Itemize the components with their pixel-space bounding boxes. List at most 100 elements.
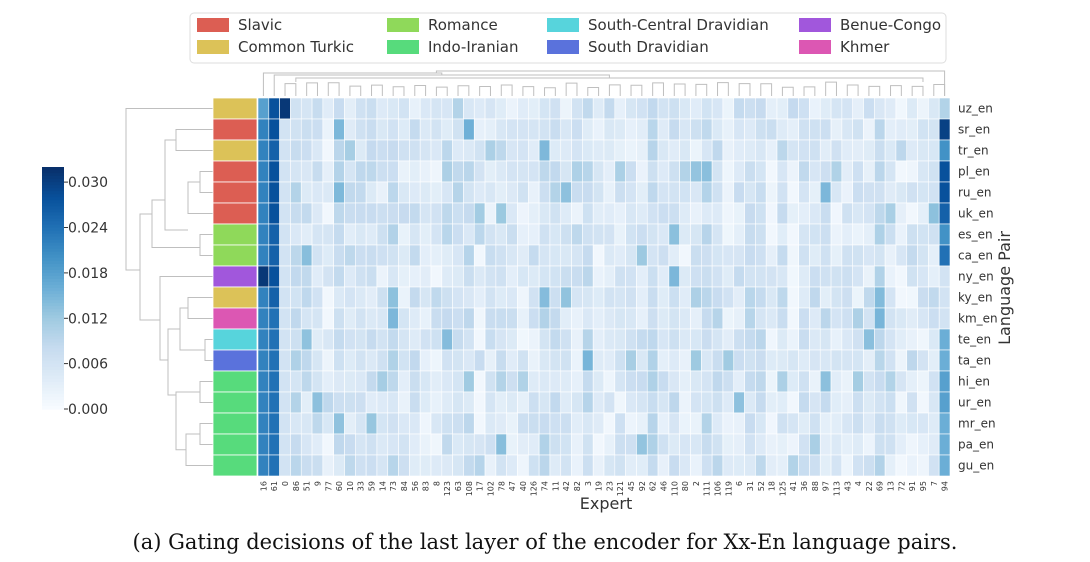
heatmap-cell: [917, 265, 929, 288]
heatmap-cell: [279, 286, 291, 309]
heatmap-cell: [528, 160, 540, 183]
heatmap-cell: [625, 118, 637, 141]
heatmap-cell: [560, 454, 572, 477]
heatmap-cell: [928, 391, 940, 414]
heatmap-cell: [928, 307, 940, 330]
heatmap-cell: [928, 244, 940, 267]
heatmap-cell: [430, 412, 443, 435]
family-cell: [212, 265, 258, 288]
heatmap-cell: [646, 265, 659, 288]
column-dendrogram-link: [435, 86, 448, 96]
heatmap-cell: [592, 391, 605, 414]
heatmap-cell: [895, 265, 908, 288]
heatmap-cell: [690, 139, 702, 162]
heatmap-cell: [549, 307, 562, 330]
heatmap-cell: [560, 433, 572, 456]
heatmap-cell: [506, 286, 518, 309]
heatmap-cell: [895, 97, 908, 120]
heatmap-cell: [928, 118, 940, 141]
heatmap-cell: [722, 97, 735, 120]
heatmap-cell: [722, 202, 735, 225]
heatmap-cell: [582, 349, 594, 372]
heatmap-cell: [463, 454, 475, 477]
heatmap-cell: [841, 412, 853, 435]
heatmap-cell: [690, 160, 702, 183]
heatmap-cell: [722, 307, 735, 330]
column-dendrogram: [262, 70, 946, 96]
heatmap-cell: [409, 328, 421, 351]
heatmap-cell: [322, 160, 334, 183]
heatmap-cell: [744, 244, 756, 267]
heatmap-cell: [495, 328, 507, 351]
heatmap-cell: [257, 454, 270, 477]
heatmap-cell: [776, 286, 789, 309]
heatmap-cell: [917, 223, 929, 246]
heatmap-cell: [614, 202, 626, 225]
heatmap-cell: [430, 454, 443, 477]
heatmap-cell: [809, 454, 821, 477]
heatmap-cell: [636, 433, 648, 456]
heatmap-cell: [300, 454, 313, 477]
heatmap-cell: [830, 223, 843, 246]
heatmap-cell: [668, 433, 680, 456]
x-tick-label: 18: [768, 481, 777, 491]
heatmap-cell: [419, 391, 432, 414]
heatmap-cell: [733, 307, 745, 330]
heatmap-cell: [711, 328, 724, 351]
heatmap-cell: [938, 97, 951, 120]
heatmap-cell: [582, 139, 594, 162]
y-axis-label: Language Pair: [995, 231, 1014, 345]
heatmap-cell: [592, 223, 605, 246]
heatmap-cell: [906, 307, 918, 330]
heatmap-cell: [884, 412, 897, 435]
heatmap-cell: [863, 454, 875, 477]
heatmap-cell: [538, 181, 551, 204]
heatmap-cell: [787, 160, 799, 183]
heatmap-cell: [506, 370, 518, 393]
heatmap-cell: [798, 223, 810, 246]
heatmap-cell: [765, 328, 778, 351]
heatmap-cell: [463, 370, 475, 393]
heatmap-cell: [938, 265, 951, 288]
heatmap-cell: [517, 202, 529, 225]
heatmap-cell: [538, 97, 551, 120]
heatmap-cell: [463, 160, 475, 183]
heatmap-cell: [765, 433, 778, 456]
heatmap-cell: [744, 139, 756, 162]
heatmap-cell: [938, 202, 951, 225]
x-tick-label: 69: [876, 481, 885, 491]
heatmap-cell: [473, 202, 486, 225]
heatmap-cell: [592, 118, 605, 141]
colorbar-segment: [42, 236, 64, 241]
heatmap-cell: [560, 391, 572, 414]
heatmap-cell: [787, 244, 799, 267]
heatmap-cell: [538, 223, 551, 246]
heatmap-cell: [733, 139, 745, 162]
heatmap-cell: [549, 181, 562, 204]
heatmap-cell: [441, 370, 453, 393]
heatmap-cell: [874, 328, 886, 351]
heatmap-cell: [571, 328, 583, 351]
colorbar-segment: [42, 200, 64, 204]
heatmap-cell: [636, 160, 648, 183]
heatmap-cell: [852, 349, 864, 372]
heatmap-cell: [495, 433, 507, 456]
column-dendrogram-link: [306, 82, 318, 96]
heatmap-cell: [365, 223, 378, 246]
heatmap-cell: [852, 118, 864, 141]
heatmap-cell: [549, 412, 562, 435]
heatmap-cell: [484, 223, 497, 246]
heatmap-cell: [592, 412, 605, 435]
heatmap-cell: [333, 223, 345, 246]
heatmap-cell: [387, 307, 399, 330]
heatmap-cell: [798, 181, 810, 204]
heatmap-cell: [701, 328, 713, 351]
heatmap-cell: [560, 328, 572, 351]
heatmap-cell: [430, 202, 443, 225]
heatmap-cell: [765, 412, 778, 435]
heatmap-cell: [376, 286, 389, 309]
heatmap-cell: [819, 370, 832, 393]
heatmap-cell: [279, 160, 291, 183]
heatmap-cell: [852, 433, 864, 456]
heatmap-cell: [614, 391, 626, 414]
